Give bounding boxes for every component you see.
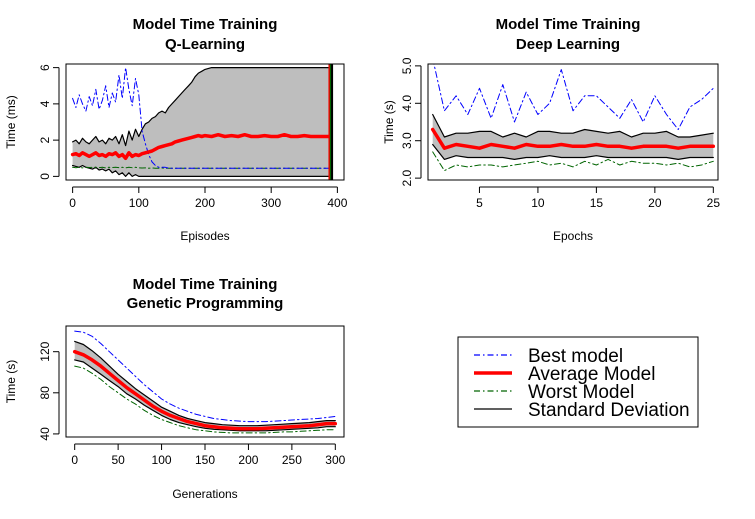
qlearning-series-best-model bbox=[72, 67, 330, 169]
genetic-x-tick-label-6: 300 bbox=[325, 453, 345, 467]
deeplearning-x-tick-label-2: 15 bbox=[590, 196, 604, 210]
genetic-series-sd-upper bbox=[74, 340, 336, 427]
chart-qlearning: 0 100 200 300 400 0 2 4 6 Model Time Training Q-Le… bbox=[4, 16, 348, 243]
genetic-x-tick-label-2: 100 bbox=[152, 453, 172, 467]
deeplearning-y-tick-label-1: 3.0 bbox=[400, 132, 414, 149]
deeplearning-x-axis-label: Epochs bbox=[553, 229, 593, 243]
genetic-y-tick-label-2: 120 bbox=[38, 341, 52, 361]
genetic-series-average-model bbox=[72, 349, 338, 431]
qlearning-x-tick-label-3: 300 bbox=[261, 196, 281, 210]
qlearning-x-tick-label-0: 0 bbox=[69, 196, 76, 210]
qlearning-sd-band bbox=[72, 67, 330, 177]
qlearning-x-axis-label: Episodes bbox=[180, 229, 229, 243]
deeplearning-x-tick-label-1: 10 bbox=[531, 196, 545, 210]
qlearning-x-tick-label-1: 100 bbox=[129, 196, 149, 210]
genetic-x-axis-label: Generations bbox=[172, 487, 237, 501]
deeplearning-y-axis-label: Time (s) bbox=[382, 100, 396, 144]
legend-label-best-model: Best model bbox=[528, 346, 623, 367]
qlearning-series-sd-upper bbox=[71, 66, 330, 147]
qlearning-plot-frame bbox=[65, 63, 345, 181]
genetic-y-tick-label-1: 80 bbox=[38, 386, 52, 400]
qlearning-y-tick-label-0: 0 bbox=[38, 173, 52, 180]
legend-label-standard-deviation: Standard Deviation bbox=[528, 400, 690, 421]
chart-genetic: 0 50 100 150 200 250 300 40 80 120 Model Time Trai… bbox=[4, 276, 346, 501]
deeplearning-x-tick-label-3: 20 bbox=[648, 196, 662, 210]
deeplearning-series-sd-lower bbox=[432, 143, 714, 160]
deeplearning-series-average-model bbox=[430, 127, 716, 150]
genetic-series-best-model bbox=[74, 330, 336, 423]
deeplearning-sd-band bbox=[432, 114, 714, 160]
deeplearning-plot-area bbox=[430, 64, 716, 172]
genetic-x-tick-label-1: 50 bbox=[111, 453, 125, 467]
deeplearning-title-line-1: Model Time Training bbox=[496, 16, 641, 33]
deeplearning-series-worst-model bbox=[432, 151, 714, 172]
qlearning-y-axis-label: Time (ms) bbox=[4, 95, 18, 149]
chart-deeplearning: 5 10 15 20 25 2.0 3.0 4.0 5.0 Model Time Training… bbox=[382, 16, 720, 243]
genetic-y-axis-label: Time (s) bbox=[4, 360, 18, 404]
genetic-plot-area bbox=[72, 330, 338, 434]
genetic-y-tick-label-0: 40 bbox=[38, 427, 52, 441]
qlearning-title-line-2: Q-Learning bbox=[165, 36, 245, 53]
genetic-sd-band bbox=[74, 341, 336, 431]
qlearning-series-sd-lower bbox=[71, 164, 330, 177]
genetic-series-worst-model bbox=[74, 365, 336, 434]
deeplearning-x-tick-label-0: 5 bbox=[476, 196, 483, 210]
qlearning-plot-area bbox=[70, 64, 334, 180]
legend-label-worst-model: Worst Model bbox=[528, 382, 634, 403]
genetic-x-tick-label-5: 250 bbox=[282, 453, 302, 467]
genetic-series-sd-lower bbox=[74, 359, 336, 432]
genetic-x-tick-label-3: 150 bbox=[195, 453, 215, 467]
deeplearning-x-tick-label-4: 25 bbox=[707, 196, 721, 210]
genetic-x-tick-label-4: 200 bbox=[238, 453, 258, 467]
genetic-x-tick-label-0: 0 bbox=[71, 453, 78, 467]
deeplearning-y-tick-label-2: 4.0 bbox=[400, 95, 414, 112]
qlearning-series-average-model bbox=[70, 132, 332, 161]
legend-box bbox=[457, 336, 699, 428]
qlearning-title-line-1: Model Time Training bbox=[133, 16, 278, 33]
deeplearning-y-tick-label-3: 5.0 bbox=[400, 57, 414, 74]
qlearning-x-tick-label-2: 200 bbox=[195, 196, 215, 210]
qlearning-y-tick-label-3: 6 bbox=[38, 64, 52, 71]
qlearning-y-tick-label-2: 4 bbox=[38, 100, 52, 107]
deeplearning-title-line-2: Deep Learning bbox=[516, 36, 620, 53]
genetic-title-line-2: Genetic Programming bbox=[127, 295, 284, 312]
deeplearning-series-sd-upper bbox=[432, 113, 714, 138]
legend-label-average-model: Average Model bbox=[528, 364, 655, 385]
genetic-plot-frame bbox=[65, 325, 345, 438]
genetic-title-line-1: Model Time Training bbox=[133, 276, 278, 293]
deeplearning-series-best-model bbox=[433, 64, 714, 130]
qlearning-x-tick-label-4: 400 bbox=[327, 196, 347, 210]
deeplearning-plot-frame bbox=[427, 63, 719, 181]
qlearning-y-tick-label-1: 2 bbox=[38, 136, 52, 143]
deeplearning-y-tick-label-0: 2.0 bbox=[400, 169, 414, 186]
